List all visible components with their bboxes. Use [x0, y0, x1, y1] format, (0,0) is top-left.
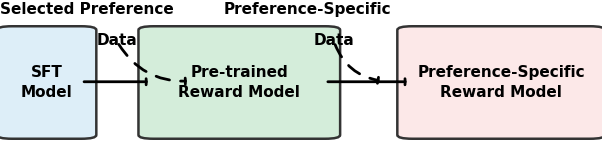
Text: SFT
Model: SFT Model	[21, 65, 72, 100]
Text: Preference-Specific
Reward Model: Preference-Specific Reward Model	[417, 65, 585, 100]
Text: Pre-trained
Reward Model: Pre-trained Reward Model	[178, 65, 300, 100]
Text: Selected Preference: Selected Preference	[1, 2, 174, 17]
FancyBboxPatch shape	[138, 26, 340, 139]
Text: Data: Data	[97, 33, 138, 48]
FancyBboxPatch shape	[0, 26, 96, 139]
FancyBboxPatch shape	[397, 26, 602, 139]
Text: Preference-Specific: Preference-Specific	[223, 2, 391, 17]
Text: Data: Data	[314, 33, 355, 48]
